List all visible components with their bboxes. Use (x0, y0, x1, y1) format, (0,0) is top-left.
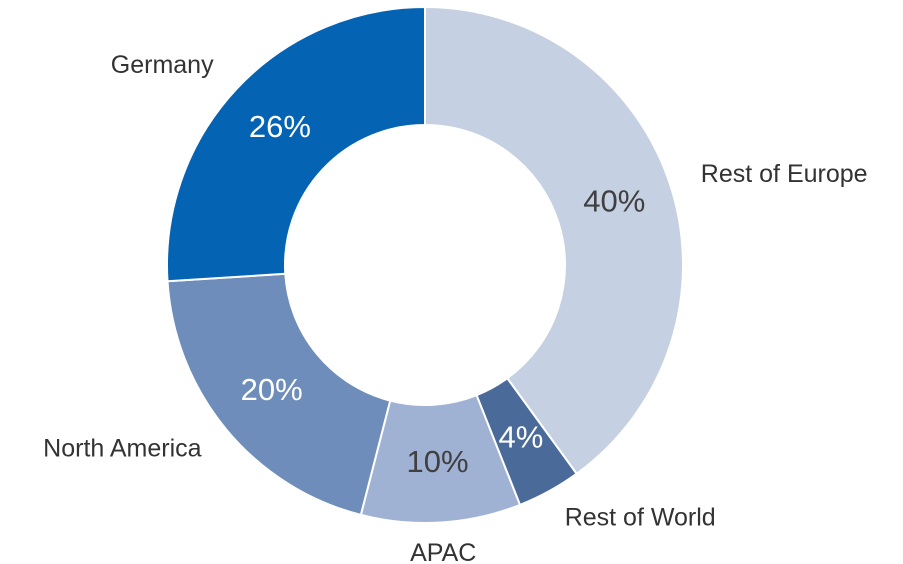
category-label: North America (43, 434, 201, 462)
value-label: 26% (249, 109, 311, 144)
category-label: Rest of World (565, 504, 716, 532)
donut-segment (424, 5, 684, 476)
value-label: 4% (498, 420, 543, 455)
donut-segment (166, 5, 426, 283)
value-label: 40% (583, 184, 645, 219)
category-label: APAC (410, 539, 476, 564)
category-label: Germany (111, 51, 214, 79)
category-label: Rest of Europe (701, 160, 868, 188)
donut-segment (166, 272, 392, 517)
value-label: 10% (406, 444, 468, 479)
value-label: 20% (241, 372, 303, 407)
